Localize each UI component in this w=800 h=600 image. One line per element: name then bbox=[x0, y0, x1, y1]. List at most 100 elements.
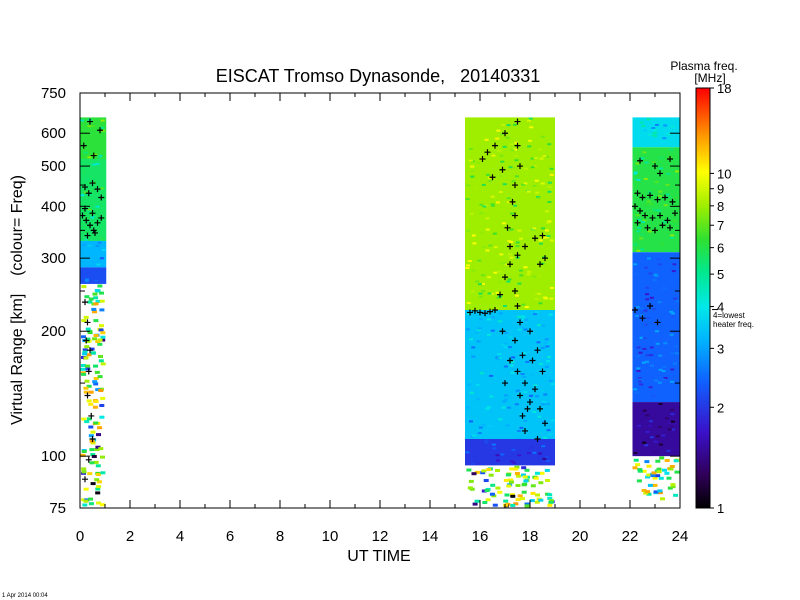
texture-speck bbox=[506, 229, 511, 232]
texture-speck bbox=[661, 370, 666, 373]
texture-speck bbox=[523, 156, 528, 159]
texture-speck bbox=[479, 372, 484, 375]
texture-speck bbox=[654, 379, 659, 382]
texture-speck bbox=[636, 174, 641, 177]
texture-speck bbox=[639, 237, 644, 240]
texture-speck bbox=[659, 157, 664, 159]
texture-speck bbox=[470, 175, 475, 178]
y-tick-label: 600 bbox=[41, 125, 66, 142]
sparse-speck bbox=[85, 339, 90, 343]
texture-speck bbox=[516, 389, 521, 392]
sparse-speck bbox=[99, 324, 104, 328]
texture-speck bbox=[659, 167, 664, 170]
sparse-speck bbox=[468, 479, 474, 483]
texture-speck bbox=[653, 131, 658, 134]
texture-speck bbox=[636, 370, 641, 372]
trace-point bbox=[85, 190, 92, 197]
texture-speck bbox=[475, 398, 480, 401]
texture-speck bbox=[506, 280, 511, 283]
texture-speck bbox=[540, 346, 545, 349]
texture-speck bbox=[481, 424, 486, 427]
texture-speck bbox=[80, 194, 85, 197]
trace-point bbox=[80, 142, 87, 149]
texture-speck bbox=[654, 123, 659, 126]
texture-speck bbox=[662, 287, 667, 290]
x-tick-label: 24 bbox=[672, 528, 689, 545]
sparse-speck bbox=[89, 448, 95, 452]
texture-speck bbox=[470, 170, 475, 173]
texture-speck bbox=[537, 292, 542, 295]
texture-speck bbox=[533, 165, 538, 168]
sparse-speck bbox=[662, 468, 667, 472]
sparse-speck bbox=[81, 335, 86, 339]
texture-speck bbox=[660, 243, 665, 246]
trace-point bbox=[537, 405, 543, 412]
texture-speck bbox=[97, 241, 102, 244]
sparse-speck bbox=[632, 466, 638, 470]
sparse-speck bbox=[545, 479, 550, 482]
sparse-speck bbox=[503, 503, 509, 507]
texture-speck bbox=[546, 429, 551, 432]
texture-speck bbox=[509, 183, 514, 186]
texture-speck bbox=[541, 445, 546, 448]
texture-speck bbox=[528, 117, 533, 120]
texture-speck bbox=[517, 282, 522, 285]
texture-speck bbox=[549, 286, 554, 289]
trace-point bbox=[499, 328, 506, 335]
texture-speck bbox=[480, 315, 484, 318]
sparse-speck bbox=[513, 467, 519, 471]
sparse-speck bbox=[95, 473, 101, 476]
texture-speck bbox=[648, 272, 653, 275]
sparse-speck bbox=[523, 479, 529, 483]
texture-speck bbox=[467, 380, 472, 383]
sparse-speck bbox=[94, 370, 100, 374]
texture-speck bbox=[96, 263, 101, 266]
sparse-speck bbox=[656, 470, 662, 474]
sparse-speck bbox=[89, 461, 95, 465]
sparse-speck bbox=[89, 347, 95, 351]
trace-point bbox=[477, 309, 483, 316]
trace-point bbox=[502, 130, 508, 137]
texture-speck bbox=[653, 273, 658, 276]
texture-speck bbox=[466, 313, 471, 315]
texture-speck bbox=[635, 391, 640, 394]
sparse-speck bbox=[491, 494, 497, 498]
texture-speck bbox=[670, 368, 675, 371]
texture-speck bbox=[641, 361, 646, 364]
trace-point bbox=[664, 217, 671, 224]
sparse-speck bbox=[495, 486, 501, 490]
sparse-speck bbox=[96, 485, 102, 489]
texture-speck bbox=[481, 246, 486, 248]
texture-speck bbox=[91, 189, 96, 192]
texture-speck bbox=[478, 283, 483, 286]
texture-speck bbox=[489, 207, 494, 209]
texture-speck bbox=[498, 312, 503, 315]
texture-speck bbox=[509, 228, 514, 231]
trace-point bbox=[542, 255, 548, 262]
texture-speck bbox=[503, 394, 508, 397]
texture-speck bbox=[675, 170, 679, 173]
texture-speck bbox=[519, 426, 524, 429]
texture-speck bbox=[535, 311, 540, 314]
texture-speck bbox=[474, 460, 479, 463]
sparse-speck bbox=[99, 308, 105, 312]
texture-speck bbox=[86, 271, 91, 274]
texture-speck bbox=[510, 360, 515, 363]
texture-speck bbox=[643, 129, 648, 132]
texture-speck bbox=[469, 338, 473, 341]
texture-speck bbox=[641, 125, 646, 128]
sparse-speck bbox=[508, 478, 514, 482]
texture-speck bbox=[532, 275, 537, 278]
texture-speck bbox=[545, 345, 550, 348]
texture-speck bbox=[667, 421, 672, 424]
texture-speck bbox=[479, 231, 484, 234]
texture-speck bbox=[493, 246, 498, 249]
sparse-speck bbox=[510, 503, 516, 507]
texture-speck bbox=[663, 342, 668, 345]
texture-speck bbox=[487, 393, 492, 396]
texture-speck bbox=[80, 119, 85, 122]
texture-speck bbox=[651, 160, 656, 163]
sparse-speck bbox=[659, 456, 665, 460]
texture-speck bbox=[515, 241, 520, 244]
texture-speck bbox=[672, 263, 677, 266]
